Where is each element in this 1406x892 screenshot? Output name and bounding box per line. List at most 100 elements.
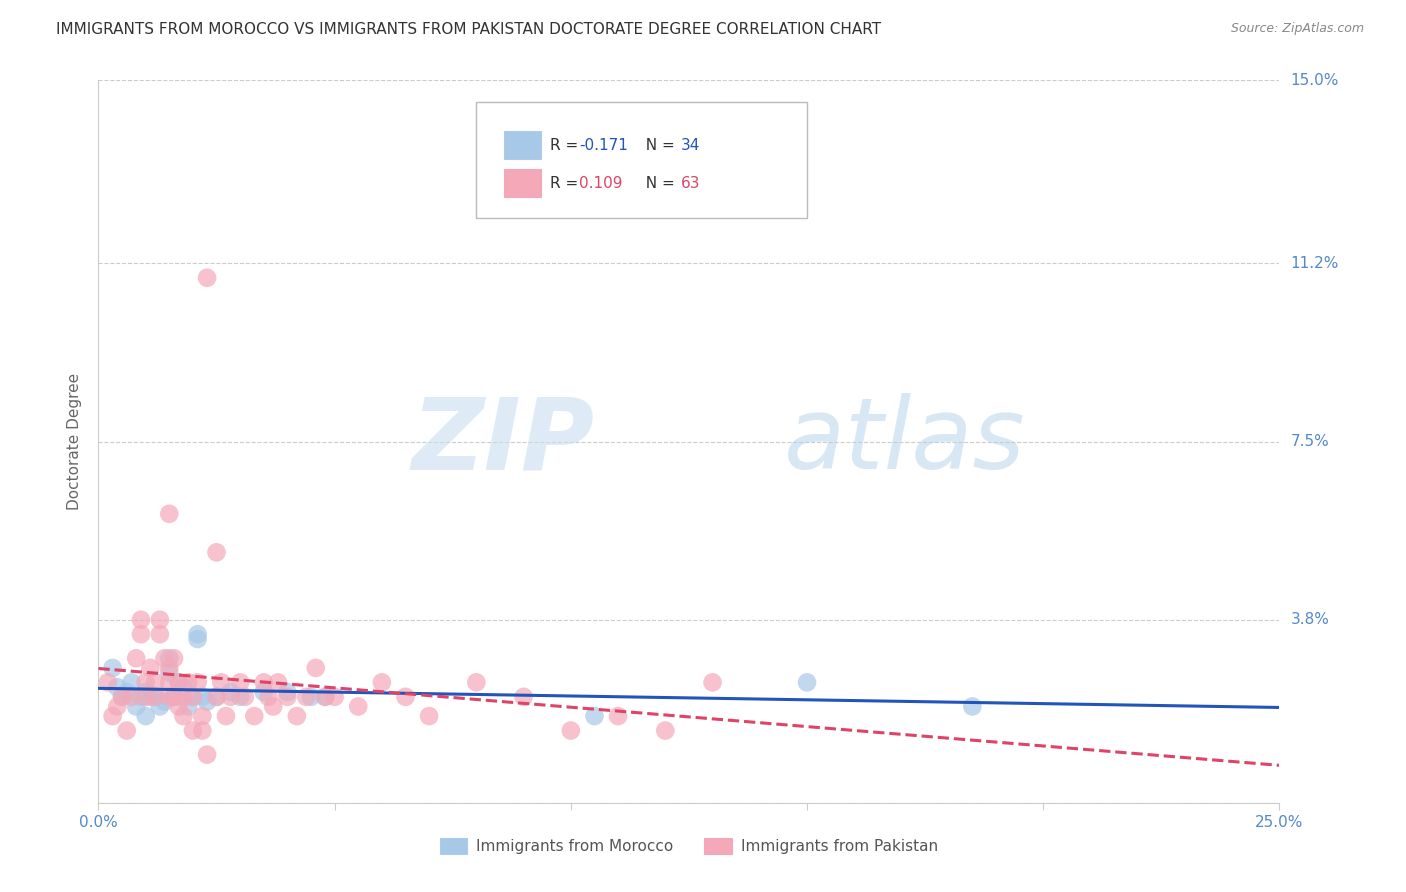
Point: [167, 675, 190, 690]
Point: [129, 613, 152, 627]
Point: [295, 690, 318, 704]
Point: [153, 695, 176, 709]
Point: [135, 685, 157, 699]
Point: [305, 661, 328, 675]
Point: [143, 675, 166, 690]
Point: [418, 709, 440, 723]
Point: [181, 690, 204, 704]
Point: [229, 675, 252, 690]
Text: 7.5%: 7.5%: [1291, 434, 1329, 449]
Point: [157, 661, 180, 675]
Text: atlas: atlas: [783, 393, 1025, 490]
Point: [560, 723, 582, 738]
Point: [181, 723, 204, 738]
Point: [115, 685, 138, 699]
Point: [143, 690, 166, 704]
Point: [135, 675, 157, 690]
Point: [172, 680, 194, 694]
Point: [157, 507, 180, 521]
Point: [105, 680, 128, 694]
Point: [253, 685, 276, 699]
Point: [219, 685, 242, 699]
Point: [172, 690, 194, 704]
Point: [172, 709, 194, 723]
Point: [181, 690, 204, 704]
Point: [267, 675, 290, 690]
Point: [121, 675, 143, 690]
Point: [177, 675, 200, 690]
Point: [187, 632, 209, 646]
Point: [229, 690, 252, 704]
Point: [233, 690, 256, 704]
Text: R =: R =: [550, 137, 582, 153]
Point: [191, 723, 214, 738]
Point: [167, 675, 190, 690]
FancyBboxPatch shape: [503, 131, 541, 159]
Point: [121, 690, 143, 704]
Point: [195, 270, 218, 285]
Point: [135, 690, 157, 704]
Point: [323, 690, 346, 704]
Point: [115, 723, 138, 738]
Point: [205, 690, 228, 704]
Point: [163, 690, 186, 704]
Point: [163, 651, 186, 665]
Point: [97, 675, 120, 690]
FancyBboxPatch shape: [503, 169, 541, 197]
Point: [583, 709, 606, 723]
Point: [125, 699, 148, 714]
Point: [157, 665, 180, 680]
Text: N =: N =: [636, 137, 679, 153]
Point: [607, 709, 630, 723]
Point: [135, 709, 157, 723]
Point: [262, 699, 284, 714]
Point: [205, 690, 228, 704]
Legend: Immigrants from Morocco, Immigrants from Pakistan: Immigrants from Morocco, Immigrants from…: [433, 832, 945, 860]
Text: -0.171: -0.171: [579, 137, 628, 153]
Point: [153, 651, 176, 665]
Point: [143, 690, 166, 704]
Point: [149, 627, 172, 641]
Text: IMMIGRANTS FROM MOROCCO VS IMMIGRANTS FROM PAKISTAN DOCTORATE DEGREE CORRELATION: IMMIGRANTS FROM MOROCCO VS IMMIGRANTS FR…: [56, 22, 882, 37]
Point: [209, 675, 232, 690]
Point: [465, 675, 488, 690]
Point: [157, 690, 180, 704]
Text: 63: 63: [681, 176, 700, 191]
Point: [157, 675, 180, 690]
Point: [149, 613, 172, 627]
Text: 34: 34: [681, 137, 700, 153]
Point: [191, 690, 214, 704]
Y-axis label: Doctorate Degree: Doctorate Degree: [67, 373, 83, 510]
Point: [163, 690, 186, 704]
Text: N =: N =: [636, 176, 679, 191]
Point: [276, 690, 298, 704]
Text: ZIP: ZIP: [412, 393, 595, 490]
FancyBboxPatch shape: [477, 102, 807, 218]
Point: [139, 661, 162, 675]
Point: [702, 675, 724, 690]
Point: [139, 690, 162, 704]
Point: [215, 709, 238, 723]
Point: [394, 690, 416, 704]
Point: [101, 709, 124, 723]
Point: [129, 627, 152, 641]
Text: 3.8%: 3.8%: [1291, 612, 1330, 627]
Point: [111, 690, 134, 704]
Point: [253, 675, 276, 690]
Point: [187, 627, 209, 641]
Point: [187, 675, 209, 690]
Point: [105, 699, 128, 714]
Point: [157, 651, 180, 665]
Point: [129, 690, 152, 704]
Point: [285, 709, 308, 723]
Point: [299, 690, 322, 704]
Point: [111, 690, 134, 704]
Text: R =: R =: [550, 176, 582, 191]
Point: [512, 690, 534, 704]
Point: [177, 699, 200, 714]
Point: [276, 685, 298, 699]
Point: [314, 690, 336, 704]
Point: [149, 699, 172, 714]
Point: [314, 690, 336, 704]
Point: [167, 699, 190, 714]
